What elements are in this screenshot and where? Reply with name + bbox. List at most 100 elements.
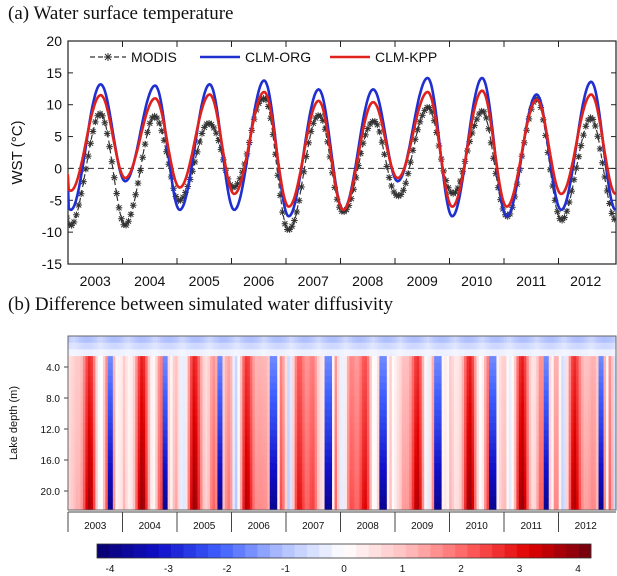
y-tick-label: -10: [42, 224, 62, 240]
colorbar-segment: [319, 544, 332, 558]
modis-marker: [89, 128, 97, 135]
modis-marker: [196, 138, 203, 146]
modis-marker: [577, 142, 585, 149]
colorbar-tick-label: 2: [458, 564, 464, 575]
modis-marker: [473, 115, 481, 123]
modis-marker: [381, 150, 388, 158]
series-line-clm-kpp: [68, 89, 616, 212]
colorbar: -4 -3 -2 -1 0 1 2 3 4: [96, 543, 592, 575]
year-label: 2010: [461, 273, 492, 289]
colorbar-segment: [368, 544, 382, 558]
modis-marker: [84, 152, 92, 160]
year-label: 2012: [570, 273, 601, 289]
colorbar-segment: [171, 544, 184, 558]
colorbar-segment: [578, 544, 592, 558]
modis-marker: [68, 215, 71, 221]
modis-marker: [201, 124, 208, 131]
colorbar-segment: [195, 544, 209, 558]
modis-marker: [208, 121, 215, 128]
year-label: 2003: [80, 273, 111, 289]
modis-marker: [589, 116, 597, 123]
year-label: 2011: [520, 521, 542, 532]
colorbar-segment: [183, 544, 197, 558]
modis-marker: [156, 119, 163, 127]
colorbar-segment: [344, 544, 357, 558]
year-label: 2010: [466, 521, 489, 532]
colorbar-segment: [232, 544, 246, 558]
modis-marker: [87, 140, 94, 147]
modis-marker: [288, 222, 296, 230]
modis-marker: [563, 207, 571, 215]
colorbar-segment: [529, 544, 542, 558]
modis-marker: [478, 107, 485, 115]
colorbar-segment: [146, 544, 160, 558]
modis-marker: [404, 170, 412, 177]
modis-marker: [580, 131, 587, 139]
modis-marker: [383, 163, 391, 170]
modis-marker: [158, 127, 165, 134]
colorbar-tick-label: 0: [341, 564, 347, 575]
modis-marker: [103, 130, 111, 137]
colorbar-segment: [455, 544, 468, 558]
colorbar-segment: [134, 544, 147, 558]
colorbar-segment: [294, 544, 308, 558]
modis-marker: [210, 124, 218, 132]
depth-tick-label: 8.0: [46, 394, 60, 405]
modis-marker: [610, 215, 616, 223]
colorbar-segment: [121, 544, 135, 558]
colorbar-segment: [418, 544, 431, 558]
colorbar-segment: [257, 544, 271, 558]
colorbar-segment: [393, 544, 407, 558]
modis-marker: [397, 191, 405, 198]
depth-tick-label: 12.0: [41, 425, 61, 436]
y-axis-label: WST (°C): [9, 120, 26, 184]
modis-marker: [99, 112, 106, 120]
modis-marker: [281, 220, 289, 228]
colorbar-segment: [504, 544, 518, 558]
year-label: 2008: [352, 273, 383, 289]
year-label: 2011: [516, 273, 546, 289]
modis-marker: [111, 174, 118, 181]
colorbar-segment: [331, 544, 345, 558]
y-tick-label: 10: [46, 97, 62, 113]
modis-marker: [295, 197, 303, 204]
modis-marker: [402, 179, 410, 187]
y-tick-label: -15: [42, 256, 62, 272]
modis-marker: [596, 145, 604, 153]
modis-marker: [134, 179, 142, 187]
year-label: 2005: [193, 521, 216, 532]
colorbar-tick-label: -4: [106, 564, 115, 575]
plot-frame: [67, 40, 617, 265]
modis-marker: [115, 204, 123, 212]
colorbar-segment: [282, 544, 295, 558]
legend-label-clm-org: CLM-ORG: [245, 49, 311, 65]
panel-b-heatmap: 4.0 8.0 12.0 16.0 20.0 Lake depth (m) 2003 2004…: [8, 335, 617, 532]
colorbar-segment: [405, 544, 419, 558]
modis-marker: [139, 153, 147, 161]
modis-marker: [73, 211, 80, 219]
heatmap-cells: [68, 336, 616, 510]
legend-label-modis: MODIS: [131, 49, 177, 65]
year-label: 2007: [298, 273, 329, 289]
colorbar-tick-label: -3: [164, 564, 173, 575]
colorbar-segment: [97, 544, 110, 558]
modis-marker: [118, 215, 125, 223]
modis-marker: [592, 122, 599, 130]
modis-marker: [108, 158, 116, 165]
modis-marker: [153, 114, 161, 122]
modis-marker: [390, 188, 398, 196]
colorbar-segment: [381, 544, 394, 558]
year-label: 2009: [411, 521, 434, 532]
series-line-clm-org: [68, 76, 616, 218]
colorbar-segment: [208, 544, 221, 558]
modis-marker: [127, 211, 135, 218]
colorbar-segment: [356, 544, 369, 558]
modis-marker: [75, 201, 83, 209]
colorbar-segment: [553, 544, 567, 558]
colorbar-segment: [220, 544, 234, 558]
year-label: 2007: [302, 521, 325, 532]
modis-marker: [414, 126, 421, 134]
colorbar-segment: [442, 544, 456, 558]
colorbar-tick-label: -1: [281, 564, 290, 575]
colorbar-segment: [492, 544, 505, 558]
